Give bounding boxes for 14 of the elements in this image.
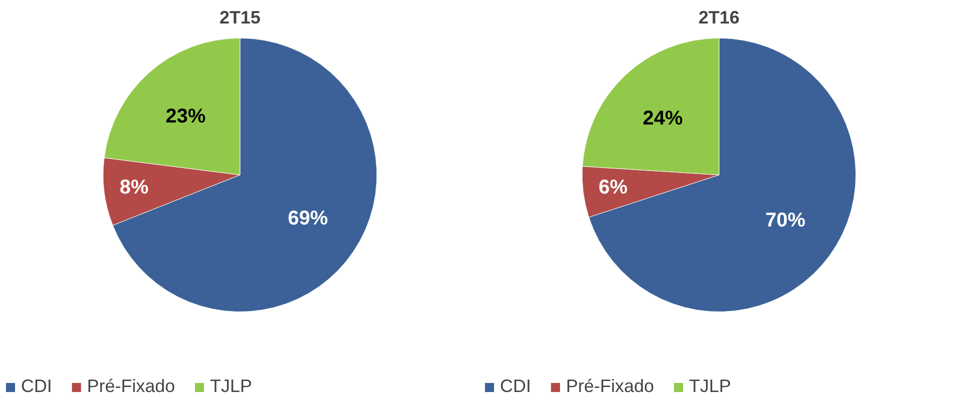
data-label: 70% [765, 210, 806, 232]
data-label: 6% [598, 176, 628, 199]
legend-label: CDI [500, 376, 531, 397]
legend-label: Pré-Fixado [87, 376, 176, 397]
legend-label: CDI [21, 376, 52, 397]
legend-label: Pré-Fixado [566, 376, 654, 397]
data-label: 24% [642, 107, 684, 130]
data-label: 69% [288, 208, 328, 230]
legend-label: TJLP [689, 376, 732, 397]
chart-title: 2T15 [219, 8, 261, 28]
data-label: 23% [166, 106, 206, 128]
data-label: 8% [120, 176, 149, 199]
legend-label: TJLP [210, 376, 252, 397]
chart-title: 2T16 [698, 8, 740, 28]
